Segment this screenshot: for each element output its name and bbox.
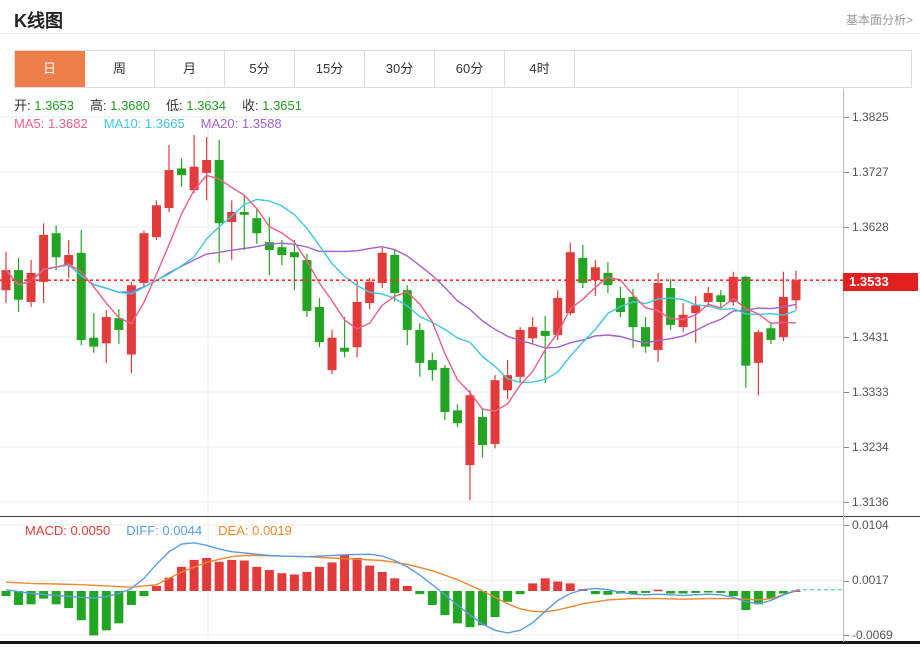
ma-row-ma20: MA20: 1.3588	[200, 116, 282, 131]
tab-周[interactable]: 周	[85, 51, 155, 87]
page-title: K线图	[14, 11, 63, 31]
price-tick-1.3136: 1.3136	[844, 495, 918, 509]
macd-readout: MACD: 0.0050 DIFF: 0.0044 DEA: 0.0019	[25, 523, 308, 538]
price-tick-1.3234: 1.3234	[844, 440, 918, 454]
macd-tick-0.0104: 0.0104	[844, 518, 918, 532]
macd-row-macd: MACD: 0.0050	[25, 523, 111, 538]
macd-chart[interactable]	[0, 517, 843, 642]
price-tick-1.3825: 1.3825	[844, 110, 918, 124]
tab-月[interactable]: 月	[155, 51, 225, 87]
tab-60分[interactable]: 60分	[435, 51, 505, 87]
ohlc-row-high: 高: 1.3680	[90, 98, 150, 113]
ma-row-ma10: MA10: 1.3665	[103, 116, 185, 131]
panel-separator	[0, 516, 920, 517]
interval-tab-bar: 日周月 5分 15分 30分 60分 4时	[14, 50, 912, 88]
price-tick-1.3333: 1.3333	[844, 385, 918, 399]
tab-5分[interactable]: 5分	[225, 51, 295, 87]
current-price-tag: 1.3533	[843, 273, 918, 291]
macd-row-dea: DEA: 0.0019	[218, 523, 292, 538]
tab-bar-filler	[575, 51, 911, 87]
fundamental-analysis-link[interactable]: 基本面分析>	[845, 13, 913, 27]
tab-日[interactable]: 日	[15, 51, 85, 87]
ma-readout: MA5: 1.3682 MA10: 1.3665 MA20: 1.3588	[14, 116, 298, 131]
macd-tick-0.0017: 0.0017	[844, 573, 918, 587]
price-axis-border	[843, 89, 844, 642]
tab-30分[interactable]: 30分	[365, 51, 435, 87]
tab-15分[interactable]: 15分	[295, 51, 365, 87]
ohlc-row-low: 低: 1.3634	[166, 98, 226, 113]
price-tick-1.3431: 1.3431	[844, 330, 918, 344]
macd-row-diff: DIFF: 0.0044	[126, 523, 203, 538]
tab-4时[interactable]: 4时	[505, 51, 575, 87]
chart-bottom-border	[0, 641, 920, 644]
candlestick-chart[interactable]	[0, 89, 843, 517]
ohlc-row-open: 开: 1.3653	[14, 98, 74, 113]
ohlc-row-close: 收: 1.3651	[242, 98, 302, 113]
price-tick-1.3628: 1.3628	[844, 220, 918, 234]
ohlc-readout: 开: 1.3653 高: 1.3680 低: 1.3634 收: 1.3651	[14, 95, 318, 114]
macd-tick--0.0069: -0.0069	[844, 628, 918, 642]
price-tick-1.3727: 1.3727	[844, 165, 918, 179]
ma-row-ma5: MA5: 1.3682	[14, 116, 88, 131]
header-divider	[0, 33, 920, 34]
